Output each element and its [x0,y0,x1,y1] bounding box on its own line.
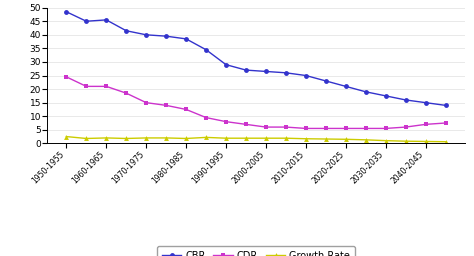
CDR [103,85,109,88]
CBR [363,90,369,93]
Growth Rate [164,136,169,140]
CBR [164,35,169,38]
CDR [243,123,249,126]
Growth Rate [283,137,289,140]
CBR [263,70,269,73]
CDR [383,127,389,130]
CBR [403,98,409,101]
Growth Rate [203,136,209,139]
Growth Rate [103,136,109,140]
Growth Rate [403,140,409,143]
Growth Rate [123,137,129,140]
CBR [383,94,389,98]
Growth Rate [243,137,249,140]
CBR [143,33,149,36]
Growth Rate [303,137,309,140]
CDR [303,127,309,130]
Growth Rate [443,140,448,143]
Growth Rate [363,138,369,141]
CBR [203,48,209,51]
CDR [64,75,69,78]
CDR [203,116,209,119]
Growth Rate [223,137,229,140]
Growth Rate [183,137,189,140]
CDR [443,122,448,125]
CDR [403,125,409,129]
CBR [183,37,189,40]
CBR [323,79,328,82]
Legend: CBR, CDR, Growth Rate: CBR, CDR, Growth Rate [157,246,355,256]
CDR [363,127,369,130]
CDR [283,125,289,129]
Growth Rate [263,137,269,140]
CBR [283,71,289,74]
Line: CBR: CBR [64,9,448,108]
Growth Rate [383,139,389,142]
CDR [223,120,229,123]
CBR [223,63,229,66]
CBR [64,10,69,13]
CDR [143,101,149,104]
CDR [423,123,428,126]
Growth Rate [64,135,69,138]
CDR [343,127,348,130]
Growth Rate [343,138,348,141]
CBR [103,18,109,22]
Growth Rate [143,136,149,140]
CDR [83,85,89,88]
Growth Rate [323,137,328,141]
CBR [303,74,309,77]
Line: CDR: CDR [64,74,448,131]
CBR [83,20,89,23]
CBR [343,85,348,88]
CDR [164,104,169,107]
CBR [443,104,448,107]
CDR [323,127,328,130]
CBR [243,69,249,72]
CBR [123,29,129,32]
Growth Rate [423,140,428,143]
CDR [123,92,129,95]
Line: Growth Rate: Growth Rate [64,134,448,144]
CBR [423,101,428,104]
CDR [263,125,269,129]
CDR [183,108,189,111]
Growth Rate [83,137,89,140]
